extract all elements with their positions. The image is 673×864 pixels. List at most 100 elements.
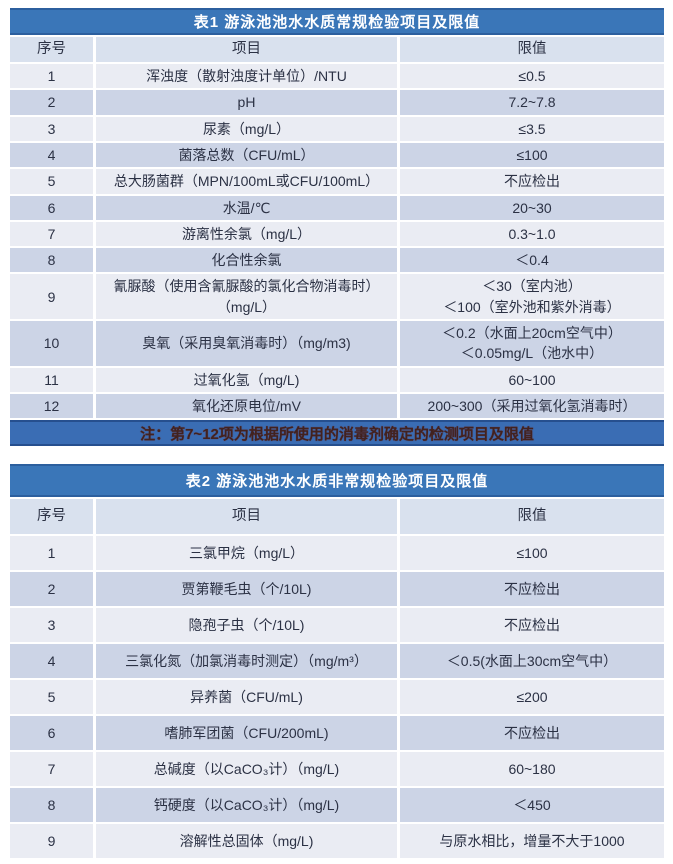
cell-item-name: 水温/℃ [96,195,397,220]
table-row: 4 三氯化氮（加氯消毒时测定）（mg/m³） ＜0.5(水面上30cm空气中） [10,644,664,679]
cell-item-name: 过氧化氢（mg/L) [96,367,397,392]
table1-header-row: 序号 项目 限值 [10,37,664,63]
table2-body: 1 三氯甲烷（mg/L） ≤100 2 贾第鞭毛虫（个/10L) 不应检出 3 … [10,536,664,859]
table-row: 8 化合性余氯 ＜0.4 [10,248,664,273]
column-header-item: 项目 [96,499,397,535]
cell-item-name: 隐孢子虫（个/10L) [96,608,397,643]
table1-footnote: 注：第7~12项为根据所使用的消毒剂确定的检测项目及限值 [10,420,664,447]
cell-limit-value: ＜450 [400,788,664,823]
table-row: 6 嗜肺军团菌（CFU/200mL) 不应检出 [10,716,664,751]
cell-item-name: 三氯甲烷（mg/L） [96,536,397,571]
column-header-limit: 限值 [400,499,664,535]
table-row: 5 总大肠菌群（MPN/100mL或CFU/100mL） 不应检出 [10,169,664,194]
cell-limit-value: ＜0.5(水面上30cm空气中） [400,644,664,679]
table-row: 1 浑浊度（散射浊度计单位）/NTU ≤0.5 [10,64,664,89]
cell-item-name: 尿素（mg/L） [96,116,397,141]
cell-serial-number: 7 [10,221,93,247]
table-row: 9 氰脲酸（使用含氰脲酸的氯化合物消毒时）（mg/L） ＜30（室内池） ＜10… [10,274,664,319]
cell-limit-value: ≤0.5 [400,64,664,89]
cell-limit-value: ≤100 [400,142,664,168]
table-row: 12 氧化还原电位/mV 200~300（采用过氧化氢消毒时） [10,393,664,419]
cell-serial-number: 9 [10,274,93,319]
table2-title: 表2 游泳池池水水质非常规检验项目及限值 [10,464,664,498]
cell-serial-number: 11 [10,367,93,392]
cell-serial-number: 1 [10,536,93,571]
cell-limit-value: 200~300（采用过氧化氢消毒时） [400,393,664,419]
cell-limit-value: 7.2~7.8 [400,90,664,115]
table1-body: 1 浑浊度（散射浊度计单位）/NTU ≤0.5 2 pH 7.2~7.8 3 尿… [10,64,664,419]
cell-serial-number: 1 [10,64,93,89]
cell-limit-value: 不应检出 [400,608,664,643]
cell-item-name: 嗜肺军团菌（CFU/200mL) [96,716,397,751]
cell-serial-number: 9 [10,824,93,859]
cell-serial-number: 8 [10,248,93,273]
cell-item-name: 菌落总数（CFU/mL） [96,142,397,168]
cell-item-name: 臭氧（采用臭氧消毒时）（mg/m3) [96,320,397,366]
cell-limit-value: 不应检出 [400,572,664,607]
cell-serial-number: 5 [10,680,93,715]
cell-item-name: 总碱度（以CaCO₃计）（mg/L) [96,752,397,787]
cell-item-name: 游离性余氯（mg/L） [96,221,397,247]
table-row: 8 钙硬度（以CaCO₃计）（mg/L) ＜450 [10,788,664,823]
cell-limit-value: ＜0.2（水面上20cm空气中） ＜0.05mg/L（池水中） [400,320,664,366]
cell-item-name: 异养菌（CFU/mL) [96,680,397,715]
table-row: 3 尿素（mg/L） ≤3.5 [10,116,664,141]
cell-serial-number: 3 [10,608,93,643]
table1-routine-test-items: 表1 游泳池池水水质常规检验项目及限值 序号 项目 限值 1 浑浊度（散射浊度计… [10,8,664,447]
cell-item-name: 钙硬度（以CaCO₃计）（mg/L) [96,788,397,823]
cell-serial-number: 7 [10,752,93,787]
cell-limit-value: ＜0.4 [400,248,664,273]
cell-item-name: 氰脲酸（使用含氰脲酸的氯化合物消毒时）（mg/L） [96,274,397,319]
column-header-item: 项目 [96,37,397,63]
table-row: 4 菌落总数（CFU/mL） ≤100 [10,142,664,168]
cell-serial-number: 10 [10,320,93,366]
table-row: 11 过氧化氢（mg/L) 60~100 [10,367,664,392]
cell-limit-value: 60~100 [400,367,664,392]
table1-title: 表1 游泳池池水水质常规检验项目及限值 [10,8,664,35]
cell-serial-number: 6 [10,195,93,220]
table-row: 9 溶解性总固体（mg/L) 与原水相比，增量不大于1000 [10,824,664,859]
cell-item-name: 贾第鞭毛虫（个/10L) [96,572,397,607]
column-header-serial: 序号 [10,37,93,63]
cell-limit-value: ≤200 [400,680,664,715]
table2-nonroutine-test-items: 表2 游泳池池水水质非常规检验项目及限值 序号 项目 限值 1 三氯甲烷（mg/… [10,464,664,859]
cell-item-name: 总大肠菌群（MPN/100mL或CFU/100mL） [96,169,397,194]
cell-item-name: 三氯化氮（加氯消毒时测定）（mg/m³） [96,644,397,679]
column-header-serial: 序号 [10,499,93,535]
cell-serial-number: 4 [10,644,93,679]
cell-limit-value: 60~180 [400,752,664,787]
table-row: 10 臭氧（采用臭氧消毒时）（mg/m3) ＜0.2（水面上20cm空气中） ＜… [10,320,664,366]
table-row: 3 隐孢子虫（个/10L) 不应检出 [10,608,664,643]
cell-serial-number: 2 [10,90,93,115]
cell-limit-value: 不应检出 [400,169,664,194]
cell-item-name: 氧化还原电位/mV [96,393,397,419]
cell-item-name: 化合性余氯 [96,248,397,273]
cell-serial-number: 3 [10,116,93,141]
table-row: 2 贾第鞭毛虫（个/10L) 不应检出 [10,572,664,607]
cell-serial-number: 4 [10,142,93,168]
cell-limit-value: 20~30 [400,195,664,220]
cell-serial-number: 8 [10,788,93,823]
cell-limit-value: 与原水相比，增量不大于1000 [400,824,664,859]
cell-limit-value: ＜30（室内池） ＜100（室外池和紫外消毒） [400,274,664,319]
cell-item-name: 溶解性总固体（mg/L) [96,824,397,859]
table-row: 7 游离性余氯（mg/L） 0.3~1.0 [10,221,664,247]
cell-limit-value: 0.3~1.0 [400,221,664,247]
table-row: 6 水温/℃ 20~30 [10,195,664,220]
cell-limit-value: ≤3.5 [400,116,664,141]
cell-limit-value: ≤100 [400,536,664,571]
cell-serial-number: 12 [10,393,93,419]
table-row: 1 三氯甲烷（mg/L） ≤100 [10,536,664,571]
table-row: 2 pH 7.2~7.8 [10,90,664,115]
cell-item-name: 浑浊度（散射浊度计单位）/NTU [96,64,397,89]
cell-serial-number: 6 [10,716,93,751]
column-header-limit: 限值 [400,37,664,63]
cell-item-name: pH [96,90,397,115]
cell-limit-value: 不应检出 [400,716,664,751]
cell-serial-number: 5 [10,169,93,194]
table-row: 5 异养菌（CFU/mL) ≤200 [10,680,664,715]
cell-serial-number: 2 [10,572,93,607]
table-row: 7 总碱度（以CaCO₃计）（mg/L) 60~180 [10,752,664,787]
table2-header-row: 序号 项目 限值 [10,499,664,535]
